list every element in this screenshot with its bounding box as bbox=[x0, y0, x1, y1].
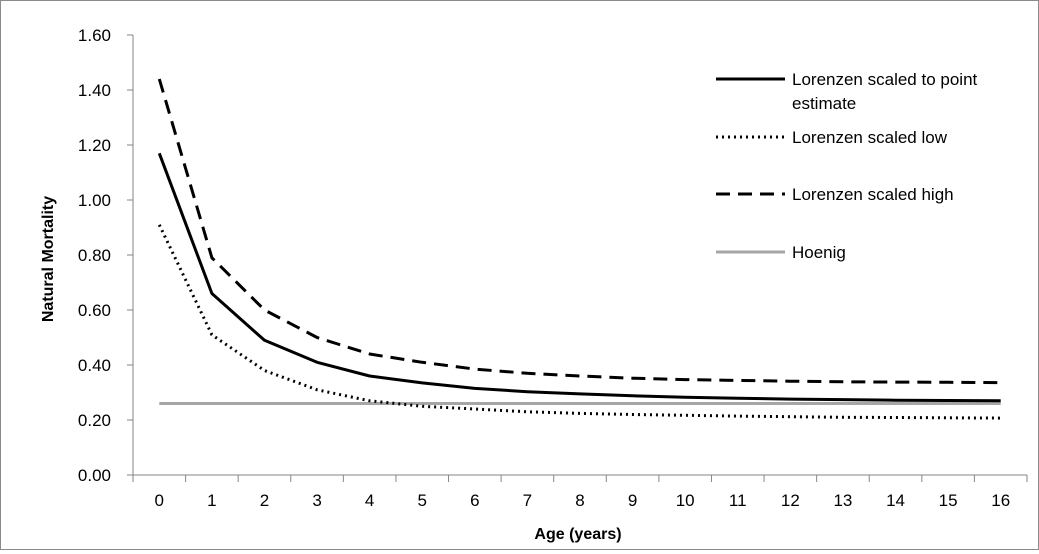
x-tick-label: 12 bbox=[781, 491, 800, 510]
y-tick-label: 0.60 bbox=[78, 301, 111, 320]
series-line-lorenzen-scaled-high bbox=[159, 79, 1000, 383]
legend-label-lorenzen-scaled-to-point-estimate: estimate bbox=[792, 94, 856, 113]
x-tick-label: 0 bbox=[155, 491, 164, 510]
legend-label-hoenig: Hoenig bbox=[792, 243, 846, 262]
x-tick-label: 9 bbox=[628, 491, 637, 510]
x-tick-label: 16 bbox=[991, 491, 1010, 510]
x-tick-label: 8 bbox=[575, 491, 584, 510]
y-tick-label: 0.00 bbox=[78, 466, 111, 485]
y-tick-label: 1.40 bbox=[78, 81, 111, 100]
x-tick-label: 13 bbox=[833, 491, 852, 510]
series-line-lorenzen-scaled-low bbox=[159, 225, 1000, 418]
y-tick-label: 1.60 bbox=[78, 26, 111, 45]
x-tick-label: 7 bbox=[523, 491, 532, 510]
legend-label-lorenzen-scaled-high: Lorenzen scaled high bbox=[792, 185, 954, 204]
x-tick-label: 2 bbox=[260, 491, 269, 510]
y-axis-title: Natural Mortality bbox=[40, 196, 57, 322]
y-tick-label: 1.20 bbox=[78, 136, 111, 155]
y-tick-label: 0.80 bbox=[78, 246, 111, 265]
y-tick-label: 1.00 bbox=[78, 191, 111, 210]
x-tick-label: 3 bbox=[312, 491, 321, 510]
x-axis-title: Age (years) bbox=[534, 526, 621, 543]
x-tick-label: 4 bbox=[365, 491, 374, 510]
x-tick-label: 14 bbox=[886, 491, 905, 510]
x-tick-label: 15 bbox=[939, 491, 958, 510]
x-tick-label: 6 bbox=[470, 491, 479, 510]
x-tick-label: 10 bbox=[676, 491, 695, 510]
x-tick-label: 1 bbox=[207, 491, 216, 510]
legend-label-lorenzen-scaled-low: Lorenzen scaled low bbox=[792, 128, 948, 147]
legend-label-lorenzen-scaled-to-point-estimate: Lorenzen scaled to point bbox=[792, 70, 978, 89]
x-tick-label: 5 bbox=[418, 491, 427, 510]
y-tick-label: 0.20 bbox=[78, 411, 111, 430]
x-tick-label: 11 bbox=[729, 491, 747, 510]
legend: Lorenzen scaled to point estimate Lorenzen… bbox=[716, 70, 978, 262]
y-tick-label: 0.40 bbox=[78, 356, 111, 375]
